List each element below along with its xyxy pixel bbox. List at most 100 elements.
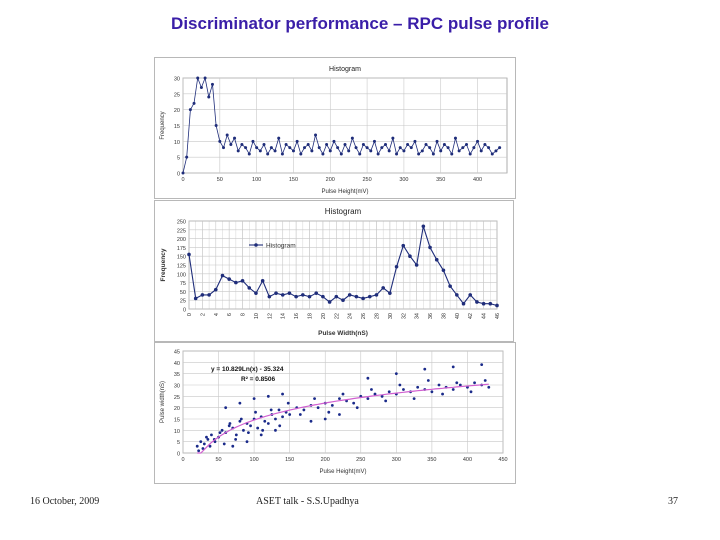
data-point — [256, 426, 260, 430]
data-point — [439, 149, 443, 153]
chart-title: Histogram — [325, 207, 362, 216]
data-point — [222, 146, 225, 150]
data-point — [299, 152, 303, 156]
data-point — [490, 152, 494, 156]
data-point — [328, 149, 332, 153]
data-point — [343, 143, 347, 146]
data-point — [192, 101, 196, 105]
x-tick-label: 10 — [254, 313, 260, 319]
data-point — [409, 146, 413, 150]
data-point — [188, 108, 192, 112]
data-point — [213, 440, 217, 444]
x-tick-label: 6 — [227, 313, 233, 316]
y-tick-label: 20 — [174, 108, 180, 114]
data-point — [483, 379, 487, 382]
data-point — [238, 419, 242, 423]
data-point — [321, 294, 325, 299]
x-tick-label: 40 — [455, 313, 461, 319]
data-point — [201, 447, 205, 450]
x-tick-label: 250 — [356, 457, 365, 463]
x-tick-label: 350 — [436, 177, 445, 183]
chart-pulse-height-histogram: Histogram 0 5 10 15 20 25 30 0 50 100 150 200 250 300 3… — [154, 57, 516, 199]
data-point — [338, 413, 341, 416]
y-tick-label: 0 — [177, 172, 180, 178]
data-point — [387, 390, 391, 394]
y-tick-label: 45 — [174, 350, 180, 356]
y-tick-label: 40 — [174, 361, 180, 367]
data-point — [254, 291, 258, 295]
y-tick-label: 5 — [177, 440, 180, 446]
data-point — [469, 390, 473, 394]
data-point — [332, 139, 336, 143]
data-point — [487, 385, 491, 389]
data-point — [480, 363, 484, 366]
data-point — [277, 408, 281, 412]
data-point — [374, 293, 379, 297]
data-point — [207, 293, 211, 297]
data-point — [233, 136, 237, 140]
y-tick-label: 15 — [174, 124, 180, 130]
data-point — [430, 390, 434, 394]
x-tick-label: 18 — [308, 313, 314, 319]
data-point — [306, 143, 310, 146]
data-point — [197, 449, 201, 453]
x-tick-label: 100 — [250, 457, 259, 463]
data-point — [255, 146, 259, 150]
data-point — [210, 433, 213, 437]
data-point — [316, 406, 320, 410]
data-point — [323, 417, 327, 421]
data-point — [380, 394, 384, 398]
x-tick-label: 400 — [473, 177, 482, 183]
y-tick-label: 25 — [174, 395, 180, 401]
x-tick-label: 4 — [214, 313, 220, 316]
data-point — [227, 277, 231, 281]
data-point — [481, 301, 486, 306]
data-point — [387, 149, 391, 153]
data-point — [354, 146, 358, 150]
footer-talk: ASET talk - S.S.Upadhya — [256, 496, 359, 507]
data-point — [261, 428, 265, 432]
x-tick-label: 38 — [441, 313, 447, 319]
data-point — [247, 431, 250, 434]
data-point — [330, 404, 334, 407]
data-point — [367, 294, 372, 299]
data-point — [380, 146, 384, 150]
x-tick-label: 300 — [399, 177, 408, 183]
data-point — [498, 146, 502, 150]
data-point — [341, 298, 345, 302]
data-point — [207, 95, 211, 99]
data-point — [338, 397, 341, 400]
data-point — [339, 152, 343, 156]
data-point — [203, 76, 207, 80]
data-point — [450, 152, 454, 156]
y-tick-label: 15 — [174, 418, 180, 424]
x-tick-label: 200 — [321, 457, 330, 463]
data-point — [314, 291, 319, 295]
data-point — [263, 419, 267, 423]
data-point — [475, 300, 479, 304]
chart-pulse-width-histogram: Histogram 0 25 50 75 100 125 150 175 200 225 250 0 2 4… — [154, 200, 514, 342]
x-tick-label: 12 — [267, 313, 273, 319]
data-point — [381, 286, 385, 290]
data-point — [247, 152, 251, 156]
data-point — [441, 392, 444, 396]
data-point — [455, 381, 459, 385]
data-point — [336, 146, 340, 150]
data-point — [314, 133, 318, 137]
trend-line — [197, 383, 489, 454]
x-tick-label: 26 — [361, 313, 367, 319]
x-tick-label: 350 — [427, 457, 436, 463]
data-point — [473, 381, 476, 385]
data-point — [483, 143, 487, 146]
data-point — [428, 245, 432, 250]
data-point — [461, 146, 465, 150]
x-tick-label: 50 — [215, 457, 221, 463]
data-point — [406, 143, 410, 146]
data-point — [402, 149, 406, 153]
data-point — [242, 428, 245, 432]
data-point — [269, 408, 273, 412]
trend-r-squared: R² = 0.8506 — [241, 376, 276, 383]
x-tick-label: 450 — [498, 457, 507, 463]
y-tick-label: 100 — [177, 272, 186, 278]
